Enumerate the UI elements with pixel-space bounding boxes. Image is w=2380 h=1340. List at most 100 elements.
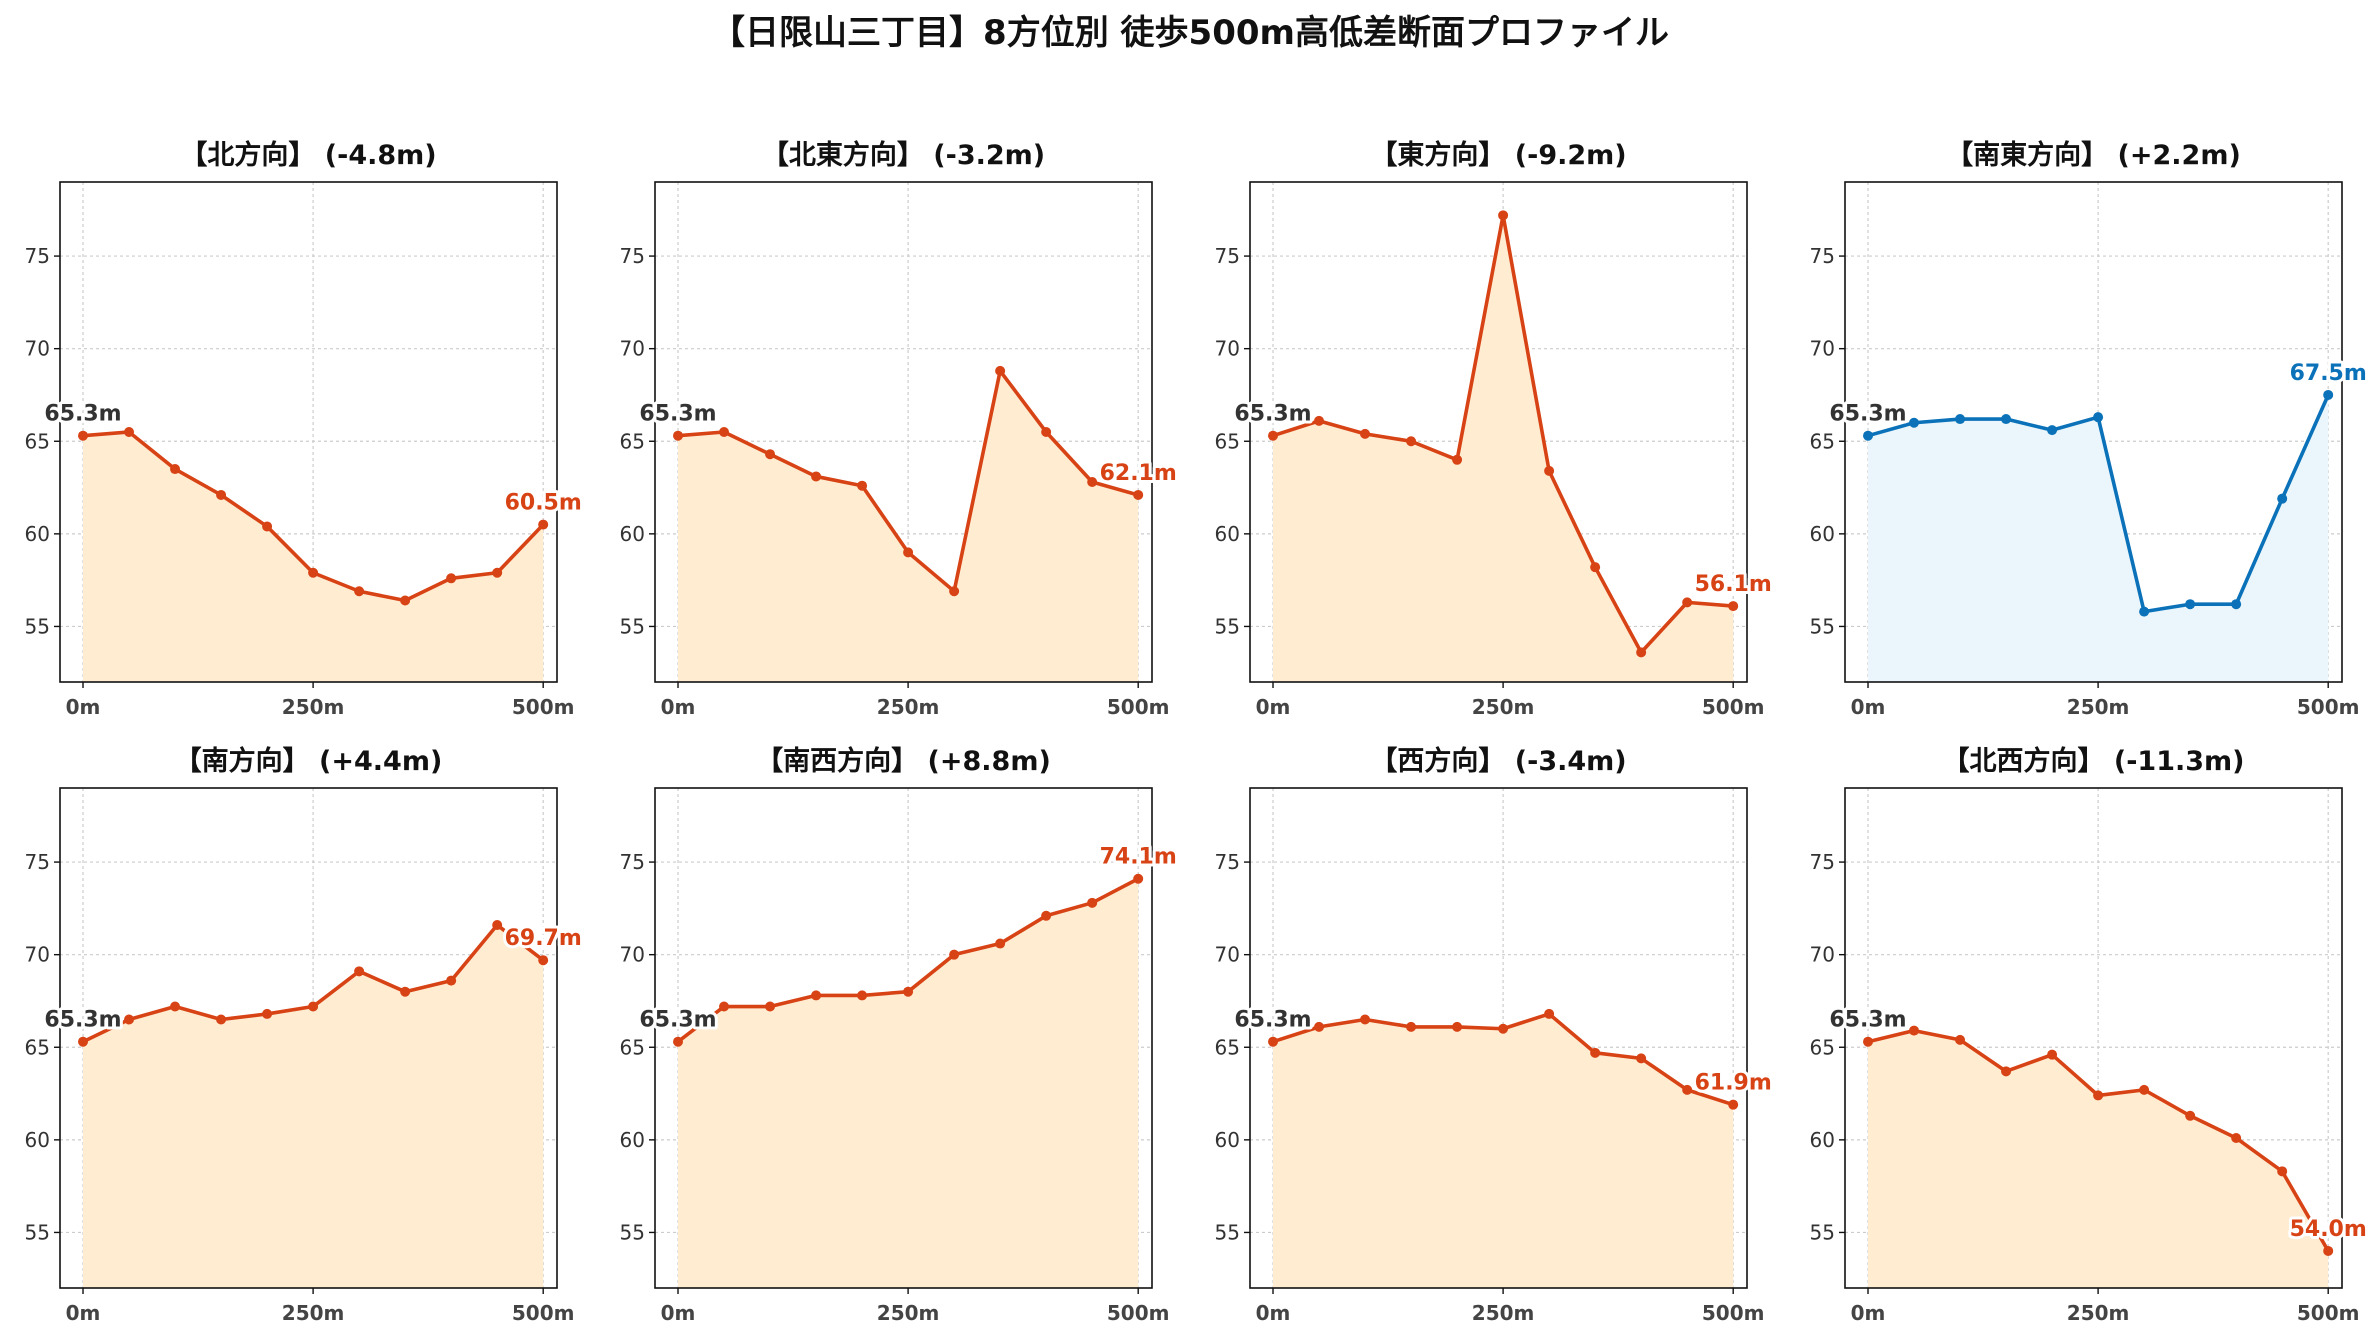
panel-4: 【南方向】 (+4.4m) 55 60 65 70 75 0m 250m 500m 65.3m 69… — [25, 745, 585, 1325]
data-point-2 — [1360, 1014, 1371, 1025]
data-point-3 — [216, 489, 227, 500]
data-point-7 — [400, 986, 411, 997]
data-point-0 — [1268, 430, 1279, 441]
data-point-0 — [1268, 1036, 1279, 1047]
data-point-9 — [1682, 1084, 1693, 1095]
y-tick-label: 75 — [25, 850, 50, 874]
axes-frame — [1844, 181, 2343, 683]
y-tick-label: 60 — [1215, 522, 1240, 546]
data-point-7 — [1590, 562, 1601, 573]
profile-area — [83, 432, 544, 682]
data-point-6 — [354, 586, 365, 597]
x-tick-label: 0m — [1851, 1301, 1886, 1325]
data-point-0 — [78, 430, 89, 441]
panel-2: 【東方向】 (-9.2m) 55 60 65 70 75 0m 250m 500m 65.3m 56… — [1215, 139, 1775, 719]
data-point-6 — [1544, 1008, 1555, 1019]
x-tick-label: 250m — [2067, 695, 2130, 719]
data-point-7 — [995, 365, 1006, 376]
profile-area — [1868, 394, 2329, 682]
y-tick-label: 60 — [1810, 1128, 1835, 1152]
data-point-8 — [2231, 1133, 2242, 1143]
y-tick-label: 55 — [1810, 1220, 1835, 1244]
data-point-6 — [949, 949, 960, 960]
panel-title: 【北西方向】 (-11.3m) — [1942, 745, 2244, 777]
panel-title: 【東方向】 (-9.2m) — [1370, 139, 1626, 171]
data-point-8 — [2231, 599, 2242, 610]
data-point-4 — [857, 480, 868, 491]
profile-area — [678, 878, 1139, 1288]
panel-7: 【北西方向】 (-11.3m) 55 60 65 70 75 0m 250m 500m 65.3m… — [1810, 745, 2370, 1325]
data-point-4 — [262, 521, 273, 532]
y-tick-label: 70 — [1810, 943, 1835, 967]
panel-title: 【北東方向】 (-3.2m) — [762, 139, 1045, 171]
x-tick-label: 250m — [877, 1301, 940, 1325]
x-tick-label: 250m — [1472, 1301, 1535, 1325]
panel-title: 【南方向】 (+4.4m) — [175, 745, 443, 777]
data-point-1 — [1314, 1021, 1325, 1032]
y-tick-label: 70 — [1215, 337, 1240, 361]
data-point-7 — [2185, 599, 2196, 610]
data-point-9 — [1087, 477, 1098, 487]
end-value-label: 74.1m — [1100, 845, 1177, 870]
x-tick-label: 0m — [661, 695, 696, 719]
data-point-7 — [400, 595, 411, 606]
data-point-3 — [2001, 1066, 2012, 1077]
data-point-8 — [446, 573, 457, 584]
y-tick-label: 75 — [1215, 850, 1240, 874]
data-point-4 — [1452, 454, 1463, 465]
data-point-6 — [2139, 606, 2150, 617]
x-tick-label: 500m — [512, 1301, 575, 1325]
data-point-3 — [216, 1014, 227, 1025]
panel-6: 【西方向】 (-3.4m) 55 60 65 70 75 0m 250m 500m 65.3m 61… — [1215, 745, 1775, 1325]
data-point-1 — [719, 1001, 730, 1012]
data-point-2 — [765, 449, 776, 460]
data-point-10 — [2323, 1245, 2334, 1256]
start-value-label: 65.3m — [1234, 1008, 1311, 1033]
data-point-2 — [1955, 1034, 1966, 1045]
data-point-7 — [1590, 1047, 1601, 1058]
data-point-0 — [78, 1036, 89, 1047]
start-value-label: 65.3m — [1829, 402, 1906, 427]
data-point-0 — [673, 1036, 684, 1047]
x-tick-label: 500m — [1702, 695, 1765, 719]
y-tick-label: 75 — [1215, 244, 1240, 268]
data-point-5 — [308, 1001, 319, 1012]
data-point-3 — [1406, 1021, 1417, 1032]
x-tick-label: 0m — [661, 1301, 696, 1325]
end-value-label: 60.5m — [505, 491, 582, 516]
y-tick-label: 75 — [1810, 850, 1835, 874]
data-point-2 — [170, 1001, 181, 1012]
panel-5: 【南西方向】 (+8.8m) 55 60 65 70 75 0m 250m 500m 65.3m 7… — [620, 745, 1180, 1325]
data-point-5 — [2093, 412, 2104, 423]
profile-area — [1868, 1030, 2329, 1288]
data-point-0 — [673, 430, 684, 441]
figure-title: 【日限山三丁目】8方位別 徒歩500m高低差断面プロファイル — [711, 13, 1669, 53]
y-tick-label: 60 — [620, 522, 645, 546]
data-point-10 — [1133, 873, 1144, 884]
data-point-10 — [538, 519, 549, 530]
data-point-10 — [1728, 1099, 1739, 1110]
x-tick-label: 0m — [66, 695, 101, 719]
x-tick-label: 250m — [282, 1301, 345, 1325]
axes-frame — [59, 787, 558, 1289]
data-point-8 — [1041, 910, 1052, 921]
y-tick-label: 65 — [620, 429, 645, 453]
data-point-6 — [2139, 1084, 2150, 1095]
data-point-10 — [2323, 389, 2334, 400]
data-point-7 — [995, 938, 1006, 949]
y-tick-label: 70 — [620, 337, 645, 361]
data-point-1 — [124, 1014, 135, 1025]
y-tick-label: 70 — [25, 943, 50, 967]
data-point-9 — [492, 920, 503, 931]
y-tick-label: 60 — [25, 522, 50, 546]
profile-area — [678, 370, 1139, 682]
panel-title: 【西方向】 (-3.4m) — [1370, 745, 1626, 777]
start-value-label: 65.3m — [44, 1008, 121, 1033]
y-tick-label: 70 — [620, 943, 645, 967]
data-point-9 — [2277, 1166, 2288, 1177]
data-point-2 — [765, 1001, 776, 1012]
data-point-1 — [1909, 1025, 1920, 1036]
panel-3: 【南東方向】 (+2.2m) 55 60 65 70 75 0m 250m 500m 65.3m 6… — [1810, 139, 2370, 719]
y-tick-label: 60 — [620, 1128, 645, 1152]
axes-frame — [1249, 181, 1748, 683]
